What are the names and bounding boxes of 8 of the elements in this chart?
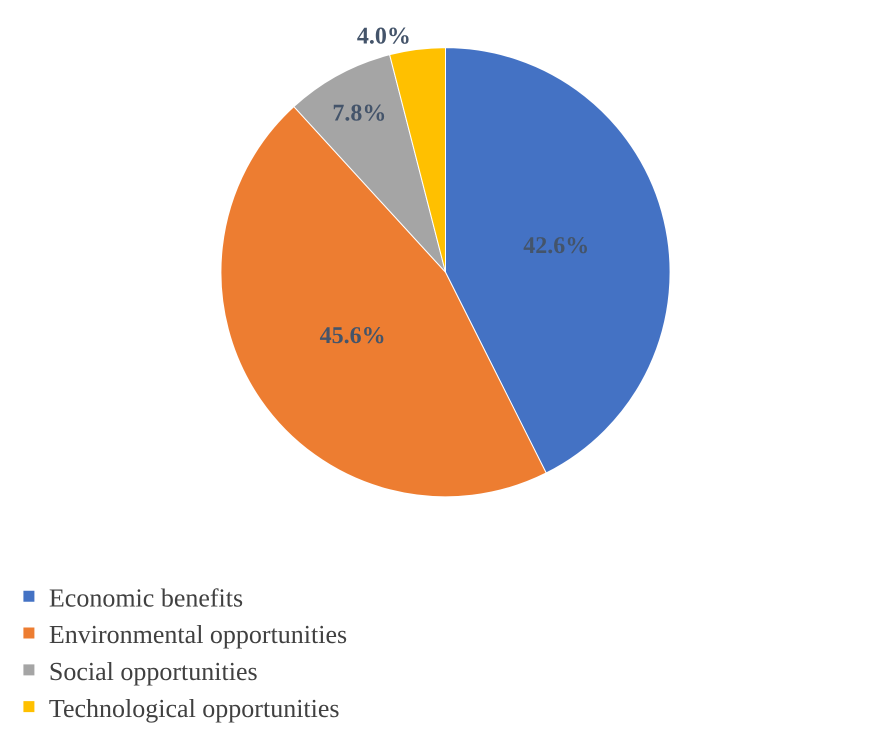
legend-label: Environmental opportunities bbox=[48, 620, 348, 650]
data-label: 42.6% bbox=[523, 232, 590, 259]
data-label: 7.8% bbox=[332, 100, 386, 126]
legend-label: Technological opportunities bbox=[48, 694, 340, 723]
legend-label: Economic benefits bbox=[48, 583, 244, 612]
data-label: 4.0% bbox=[356, 24, 411, 50]
legend-label: Social opportunities bbox=[48, 656, 258, 686]
data-label: 45.6% bbox=[320, 323, 386, 350]
